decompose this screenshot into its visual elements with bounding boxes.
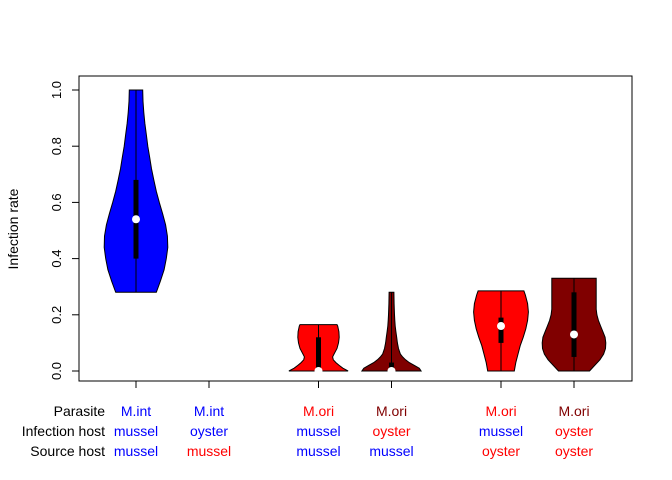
- iqr-box-6: [572, 292, 577, 357]
- y-tick-label: 0.8: [49, 137, 64, 155]
- group-4-label-1: M.ori: [376, 403, 407, 419]
- group-4-label-2: oyster: [372, 423, 410, 439]
- group-6-label-3: oyster: [555, 443, 593, 459]
- group-6-label-2: oyster: [555, 423, 593, 439]
- group-2-label-1: M.int: [194, 403, 224, 419]
- group-2-label-3: mussel: [187, 443, 231, 459]
- iqr-box-5: [499, 318, 504, 343]
- median-point-1: [132, 215, 140, 223]
- group-3-label-1: M.ori: [303, 403, 334, 419]
- group-1-label-3: mussel: [114, 443, 158, 459]
- group-3-label-2: mussel: [296, 423, 340, 439]
- group-2-label-2: oyster: [190, 423, 228, 439]
- y-tick-label: 0.2: [49, 306, 64, 324]
- row-label-2: Infection host: [22, 423, 105, 439]
- group-1-label-1: M.int: [121, 403, 151, 419]
- group-6-label-1: M.ori: [558, 403, 589, 419]
- group-4-label-3: mussel: [369, 443, 413, 459]
- y-axis: 0.0 0.2 0.4 0.6 0.8 1.0: [49, 81, 79, 380]
- group-labels: M.int mussel mussel M.int oyster mussel M.ori m…: [114, 403, 594, 459]
- row-label-1: Parasite: [54, 403, 106, 419]
- y-tick-label: 0.6: [49, 193, 64, 211]
- group-5-label-1: M.ori: [485, 403, 516, 419]
- median-point-3: [315, 367, 323, 375]
- violins: [104, 90, 606, 375]
- group-5-label-3: oyster: [482, 443, 520, 459]
- median-point-4: [388, 367, 396, 375]
- median-point-6: [570, 330, 578, 338]
- iqr-box-3: [316, 337, 321, 371]
- median-point-5: [497, 322, 505, 330]
- row-labels: Parasite Infection host Source host: [22, 403, 105, 459]
- group-5-label-2: mussel: [479, 423, 523, 439]
- y-tick-label: 0.0: [49, 362, 64, 380]
- group-3-label-3: mussel: [296, 443, 340, 459]
- y-tick-label: 1.0: [49, 81, 64, 99]
- x-axis: [136, 381, 574, 388]
- group-1-label-2: mussel: [114, 423, 158, 439]
- row-label-3: Source host: [30, 443, 105, 459]
- y-tick-label: 0.4: [49, 250, 64, 268]
- y-axis-label: Infection rate: [5, 188, 21, 269]
